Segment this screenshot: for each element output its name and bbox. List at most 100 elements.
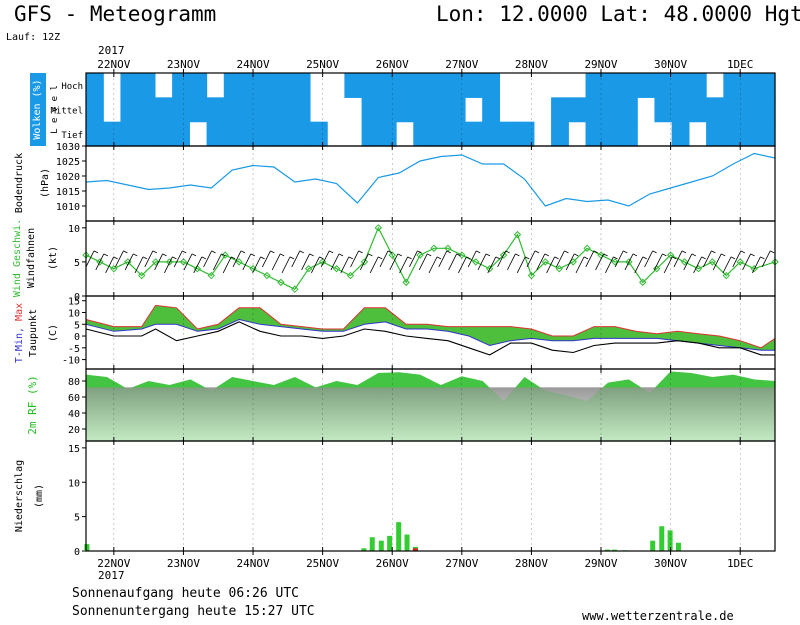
- wind-barb: [722, 256, 732, 274]
- cloud-cell: [206, 121, 225, 147]
- cloud-cell: [137, 97, 156, 123]
- cloud-level-hoch: Hoch: [61, 82, 83, 92]
- wind-barb-flag: [93, 250, 99, 254]
- wind-speed-point: [151, 258, 160, 266]
- wind-barb-flag: [593, 250, 598, 254]
- date-label-bottom: 22NOV: [97, 557, 130, 570]
- date-label-bottom: 24NOV: [236, 557, 269, 570]
- wind-barb-flag: [701, 256, 706, 260]
- panel-frame-pressure: [85, 145, 776, 222]
- wind-barb-flag: [544, 253, 549, 257]
- wind-barb-flag: [446, 250, 451, 254]
- cloud-cell: [619, 121, 638, 147]
- date-label-top: 23NOV: [167, 58, 200, 71]
- wind-speed-point: [277, 278, 285, 287]
- dewpoint-label: Taupunkt: [28, 309, 39, 357]
- wind-barb: [546, 256, 555, 274]
- wind-barb-flag: [211, 250, 216, 254]
- wind-barb: [644, 250, 653, 268]
- cloud-cell: [275, 121, 294, 147]
- wind-barb: [752, 256, 761, 274]
- wind-barb-flag: [623, 250, 628, 254]
- cloud-cell: [757, 73, 776, 98]
- wind-barb: [428, 256, 438, 274]
- cloud-cell: [361, 121, 380, 147]
- cloud-cell: [430, 121, 449, 147]
- wind-barb-flag: [711, 250, 716, 254]
- wind-barb-flag: [162, 253, 167, 257]
- y-tick-label: 0: [74, 547, 80, 558]
- humidity-overlay: [86, 387, 775, 441]
- wind-barb: [105, 256, 114, 274]
- wind-barb-flag: [280, 253, 285, 257]
- date-label-bottom: 1DEC: [727, 557, 754, 570]
- cloud-cell: [292, 121, 311, 147]
- cloud-cell: [292, 97, 311, 123]
- wind-barb-flag: [691, 253, 696, 257]
- cloud-level-mittel: Mittel: [50, 107, 83, 117]
- wind-barb: [742, 253, 751, 271]
- wind-barb: [614, 250, 624, 268]
- wind-barb-flag: [770, 250, 775, 254]
- cloud-cell: [568, 97, 587, 123]
- wind-barb: [761, 250, 771, 268]
- date-label-top: 22NOV: [97, 58, 130, 71]
- wind-barb: [732, 250, 742, 268]
- date-label-bottom: 27NOV: [445, 557, 478, 570]
- wind-barb-flag: [603, 253, 608, 257]
- wind-speed-point: [221, 251, 229, 259]
- wind-speed-point: [499, 251, 508, 259]
- precip-bar: [604, 549, 610, 551]
- wind-barb-flag: [348, 256, 353, 260]
- wind-speed-point: [485, 265, 494, 273]
- cloud-cell: [120, 97, 139, 123]
- wind-barb-flag: [662, 253, 667, 257]
- cloud-cell: [154, 97, 173, 123]
- wind-barb: [556, 250, 565, 268]
- sunrise-text: Sonnenaufgang heute 06:26 UTC: [72, 586, 299, 601]
- cloud-cell: [671, 121, 690, 147]
- wind-barb-flag: [172, 256, 177, 260]
- wind-barb: [624, 253, 634, 271]
- cloud-cell: [172, 121, 190, 147]
- wind-barb-flag: [368, 253, 373, 257]
- wind-speed-point: [541, 258, 550, 266]
- wind-barb: [232, 250, 242, 268]
- wind-barb: [203, 250, 212, 268]
- cloud-cell: [602, 73, 621, 98]
- cloud-cell: [447, 97, 466, 123]
- cloud-cell: [430, 73, 449, 98]
- wind-speed-point: [513, 230, 522, 239]
- cloud-cell: [396, 97, 414, 123]
- wind-speed-point: [304, 265, 313, 273]
- cloud-cell: [723, 97, 742, 123]
- wind-barb: [330, 253, 340, 271]
- precip-bar: [611, 549, 617, 551]
- wind-barb: [409, 250, 418, 268]
- wind-barb-flag: [289, 256, 295, 260]
- cloud-cell: [309, 121, 328, 147]
- wind-barb-flag: [436, 256, 442, 260]
- y-tick-label: 5: [74, 320, 80, 331]
- cloud-cell: [706, 121, 724, 147]
- cloud-cell: [585, 97, 604, 123]
- cloud-cell: [551, 97, 569, 123]
- date-label-bottom: 25NOV: [306, 557, 339, 570]
- date-label-top: 29NOV: [584, 58, 617, 71]
- cloud-cell: [396, 73, 414, 98]
- wind-barb-flag: [191, 253, 197, 257]
- wind-barb: [683, 253, 693, 271]
- cloud-cell: [671, 97, 690, 123]
- wind-barb-flag: [240, 250, 246, 254]
- cloud-cell: [120, 121, 139, 147]
- wind-barb: [164, 256, 173, 274]
- wind-speed-point: [193, 265, 202, 273]
- cloud-cell: [413, 121, 432, 147]
- temp-ylabel: T-Min, Max: [14, 303, 25, 363]
- date-label-top: 27NOV: [445, 58, 478, 71]
- wind-barb: [281, 256, 291, 274]
- cloud-cell: [223, 97, 242, 123]
- cloud-cell: [378, 97, 397, 123]
- dewpoint-line: [85, 321, 775, 356]
